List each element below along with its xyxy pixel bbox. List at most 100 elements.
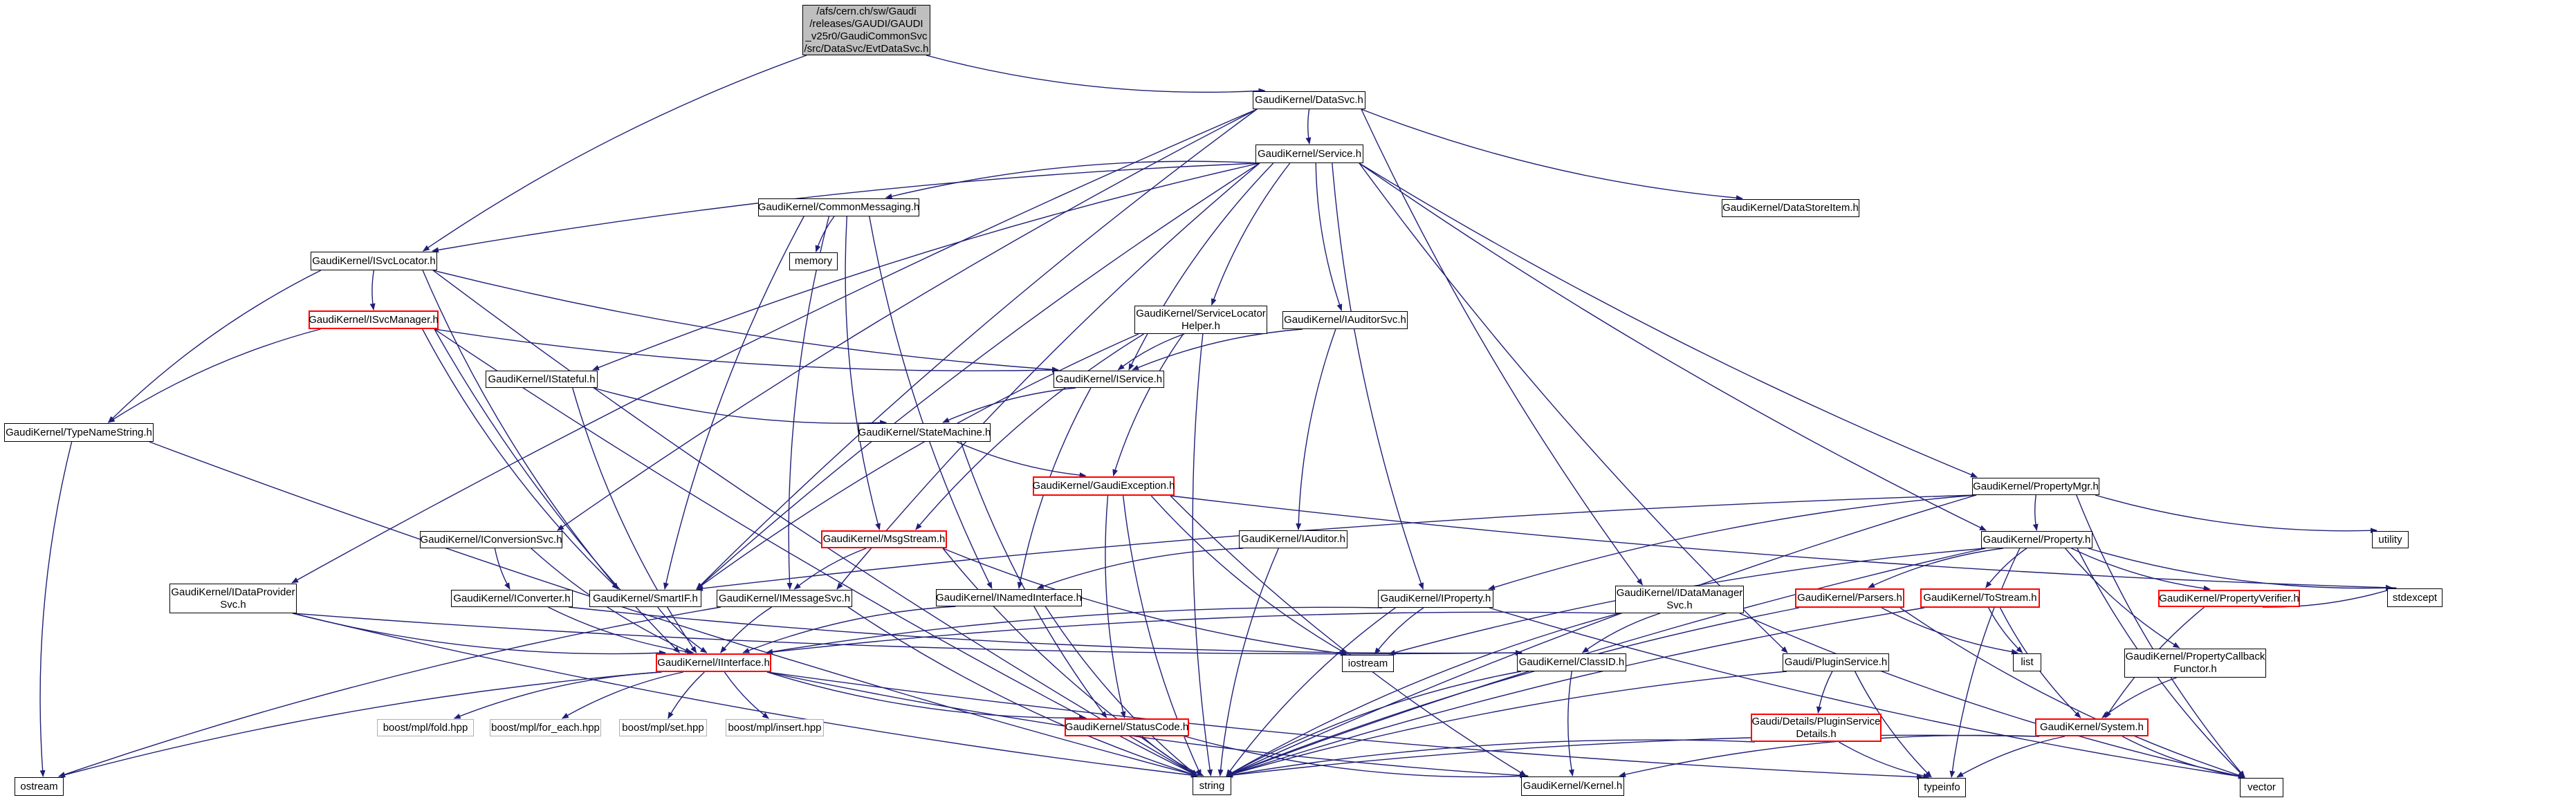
edge-ISvcLocator-to-ISvcManager xyxy=(369,270,376,310)
graph-node-iostream: iostream xyxy=(1342,655,1394,672)
edge-CommonMessaging-to-MsgStream xyxy=(845,216,881,530)
edge-IDataProviderSvc-to-string xyxy=(292,613,1198,778)
edge-PropertyMgr-to-string xyxy=(1226,494,1977,776)
edge-IAuditor-to-INamedInterface xyxy=(1036,548,1244,589)
graph-node-IAuditorSvc[interactable]: GaudiKernel/IAuditorSvc.h xyxy=(1282,311,1408,329)
edge-ISvcManager-to-IInterface xyxy=(434,328,681,653)
edge-IProperty-to-vector xyxy=(1489,607,2245,779)
graph-node-PluginService[interactable]: Gaudi/PluginService.h xyxy=(1783,653,1889,671)
graph-node-PluginServiceDetails[interactable]: Gaudi/Details/PluginService Details.h xyxy=(1751,714,1882,742)
graph-node-Parsers[interactable]: GaudiKernel/Parsers.h xyxy=(1795,588,1904,608)
edge-Service-to-ServiceLocatorHelper xyxy=(1211,162,1291,306)
graph-node-CommonMessaging[interactable]: GaudiKernel/CommonMessaging.h xyxy=(758,198,919,216)
graph-node-DataSvc[interactable]: GaudiKernel/DataSvc.h xyxy=(1253,91,1365,109)
edge-IDataManagerSvc-to-string xyxy=(1226,613,1620,776)
graph-node-IService[interactable]: GaudiKernel/IService.h xyxy=(1054,371,1164,388)
edge-IDataManagerSvc-to-ClassID xyxy=(1581,613,1661,653)
graph-node-vector: vector xyxy=(2240,778,2283,797)
graph-node-IDataProviderSvc[interactable]: GaudiKernel/IDataProvider Svc.h xyxy=(169,584,297,613)
graph-node-IMessageSvc[interactable]: GaudiKernel/IMessageSvc.h xyxy=(717,590,852,607)
graph-node-IInterface[interactable]: GaudiKernel/IInterface.h xyxy=(656,653,771,672)
graph-node-INamedInterface[interactable]: GaudiKernel/INamedInterface.h xyxy=(936,589,1082,606)
graph-node-StatusCode[interactable]: GaudiKernel/StatusCode.h xyxy=(1065,718,1189,736)
graph-node-MsgStream[interactable]: GaudiKernel/MsgStream.h xyxy=(821,530,947,548)
edge-PluginService-to-typeinfo xyxy=(1855,671,1932,778)
edge-MsgStream-to-iostream xyxy=(942,548,1347,656)
edge-StatusCode-to-string xyxy=(1141,736,1204,776)
graph-node-PropertyCallbackFunctor[interactable]: GaudiKernel/PropertyCallback Functor.h xyxy=(2124,649,2266,678)
edge-Property-to-typeinfo xyxy=(1949,548,2021,778)
graph-node-string: string xyxy=(1193,776,1231,795)
edge-Property-to-stdexcept xyxy=(2088,548,2393,591)
edge-Property-to-string xyxy=(1226,548,1986,776)
edge-ClassID-to-string xyxy=(1226,671,1522,776)
edge-SmartIF-to-IInterface xyxy=(657,606,708,653)
edge-Service-to-IProperty xyxy=(1332,162,1424,590)
graph-node-mpl_set: boost/mpl/set.hpp xyxy=(619,719,707,736)
edge-IInterface-to-ostream xyxy=(58,671,661,778)
edge-Property-to-ToStream xyxy=(1985,548,2027,588)
graph-node-ISvcManager[interactable]: GaudiKernel/ISvcManager.h xyxy=(309,310,439,329)
graph-node-GaudiException[interactable]: GaudiKernel/GaudiException.h xyxy=(1033,476,1175,496)
edge-Property-to-PropertyVerifier xyxy=(2071,548,2211,591)
edge-ISvcManager-to-IService xyxy=(434,328,1059,373)
edge-Parsers-to-vector xyxy=(1899,607,2245,779)
edge-Service-to-PluginService xyxy=(1359,162,1788,653)
edge-CommonMessaging-to-INamedInterface xyxy=(869,216,993,589)
edge-ServiceLocatorHelper-to-string xyxy=(1192,333,1213,776)
edge-IStateful-to-IInterface xyxy=(572,387,697,653)
edge-Parsers-to-list xyxy=(1881,607,2018,655)
graph-node-PropertyMgr[interactable]: GaudiKernel/PropertyMgr.h xyxy=(1972,478,2099,495)
edge-IDataManagerSvc-to-vector xyxy=(1739,613,2245,779)
graph-node-StateMachine[interactable]: GaudiKernel/StateMachine.h xyxy=(858,423,991,442)
graph-node-Kernel[interactable]: GaudiKernel/Kernel.h xyxy=(1521,776,1624,796)
graph-node-ClassID[interactable]: GaudiKernel/ClassID.h xyxy=(1517,653,1626,671)
graph-node-ToStream[interactable]: GaudiKernel/ToStream.h xyxy=(1920,588,2040,608)
edge-StateMachine-to-StatusCode xyxy=(960,441,1107,718)
graph-node-IConversionSvc[interactable]: GaudiKernel/IConversionSvc.h xyxy=(420,531,562,548)
graph-node-DataStoreItem[interactable]: GaudiKernel/DataStoreItem.h xyxy=(1722,199,1859,217)
graph-node-IProperty[interactable]: GaudiKernel/IProperty.h xyxy=(1378,590,1493,608)
edge-GaudiException-to-string xyxy=(1122,495,1202,776)
graph-node-ServiceLocatorHelper[interactable]: GaudiKernel/ServiceLocator Helper.h xyxy=(1134,306,1267,334)
edge-IAuditorSvc-to-IAuditor xyxy=(1296,328,1336,530)
edge-CommonMessaging-to-SmartIF xyxy=(663,216,804,590)
edge-root-to-DataSvc xyxy=(926,55,1266,94)
edge-Service-to-IAuditorSvc xyxy=(1315,162,1343,311)
edge-Service-to-CommonMessaging xyxy=(885,160,1260,199)
graph-node-IDataManagerSvc[interactable]: GaudiKernel/IDataManager Svc.h xyxy=(1615,586,1744,613)
edge-IDataProviderSvc-to-ClassID xyxy=(292,613,1522,656)
edge-System-to-vector xyxy=(2122,736,2245,779)
edge-ISvcManager-to-TypeNameString xyxy=(107,328,321,423)
edge-PropertyMgr-to-SmartIF xyxy=(696,494,1977,591)
edge-ISvcLocator-to-SmartIF xyxy=(422,270,619,590)
edge-ISvcLocator-to-string xyxy=(432,270,1198,776)
edge-CommonMessaging-to-memory xyxy=(815,216,835,252)
edge-System-to-string xyxy=(1226,734,2040,778)
graph-node-TypeNameString[interactable]: GaudiKernel/TypeNameString.h xyxy=(4,423,154,442)
graph-node-PropertyVerifier[interactable]: GaudiKernel/PropertyVerifier.h xyxy=(2158,590,2300,607)
graph-node-list: list xyxy=(2013,653,2041,671)
graph-node-IAuditor[interactable]: GaudiKernel/IAuditor.h xyxy=(1239,530,1347,548)
graph-node-ostream: ostream xyxy=(15,777,64,796)
graph-node-IStateful[interactable]: GaudiKernel/IStateful.h xyxy=(486,371,598,388)
edge-GaudiException-to-Kernel xyxy=(1170,495,1527,776)
edge-IStateful-to-StateMachine xyxy=(593,387,887,426)
graph-node-IConverter[interactable]: GaudiKernel/IConverter.h xyxy=(451,590,573,607)
edge-Parsers-to-string xyxy=(1226,607,1800,776)
edge-PropertyMgr-to-IProperty xyxy=(1488,494,1977,590)
graph-node-ISvcLocator[interactable]: GaudiKernel/ISvcLocator.h xyxy=(311,252,437,270)
edge-DataSvc-to-IConversionSvc xyxy=(557,109,1258,531)
graph-node-System[interactable]: GaudiKernel/System.h xyxy=(2035,718,2149,736)
graph-node-Property[interactable]: GaudiKernel/Property.h xyxy=(1981,531,2092,548)
edge-ServiceLocatorHelper-to-GaudiException xyxy=(1112,333,1184,476)
edge-Service-to-IService xyxy=(1128,162,1274,371)
edge-ServiceLocatorHelper-to-IService xyxy=(1117,333,1185,371)
edge-ToStream-to-string xyxy=(1226,607,1925,777)
edge-ISvcLocator-to-TypeNameString xyxy=(107,270,322,423)
graph-node-SmartIF[interactable]: GaudiKernel/SmartIF.h xyxy=(589,590,701,607)
graph-node-Service[interactable]: GaudiKernel/Service.h xyxy=(1255,145,1363,163)
edge-IAuditorSvc-to-IService xyxy=(1132,328,1303,371)
edge-IInterface-to-mpl_for_each xyxy=(561,671,683,719)
edge-Property-to-PropertyCallbackFunctor xyxy=(2065,548,2180,649)
